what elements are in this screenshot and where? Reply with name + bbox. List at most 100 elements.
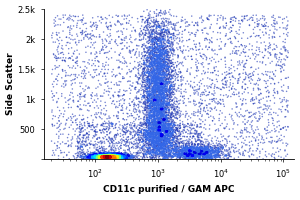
Point bbox=[157, 120, 162, 123]
Point bbox=[100, 155, 104, 158]
Point bbox=[108, 151, 113, 155]
Point bbox=[100, 156, 105, 159]
Point bbox=[92, 154, 97, 158]
Point bbox=[127, 154, 132, 157]
Point bbox=[160, 82, 165, 85]
Point bbox=[159, 50, 164, 54]
Point bbox=[98, 140, 103, 143]
Point bbox=[147, 119, 152, 122]
Point bbox=[107, 157, 112, 160]
Point bbox=[213, 150, 218, 154]
Point bbox=[220, 85, 225, 89]
Point bbox=[147, 121, 152, 124]
Point bbox=[70, 78, 75, 81]
Point bbox=[96, 156, 101, 159]
Point bbox=[159, 34, 164, 38]
Point bbox=[103, 156, 108, 160]
Point bbox=[159, 123, 164, 126]
Point bbox=[150, 142, 155, 145]
Point bbox=[110, 157, 115, 160]
Point bbox=[163, 157, 168, 160]
Point bbox=[157, 143, 162, 147]
Point bbox=[153, 46, 158, 49]
Point bbox=[159, 121, 164, 124]
Point bbox=[167, 70, 172, 73]
Point bbox=[232, 93, 237, 96]
Point bbox=[169, 77, 174, 80]
Point bbox=[148, 110, 153, 113]
Point bbox=[281, 69, 286, 72]
Point bbox=[152, 136, 156, 139]
Point bbox=[102, 155, 107, 158]
Point bbox=[111, 155, 116, 158]
Point bbox=[102, 150, 107, 153]
Point bbox=[111, 156, 116, 159]
Point bbox=[213, 129, 218, 132]
Point bbox=[160, 79, 165, 82]
Point bbox=[212, 100, 217, 103]
Point bbox=[167, 76, 172, 79]
Point bbox=[109, 155, 113, 158]
Point bbox=[155, 136, 160, 140]
Point bbox=[138, 139, 143, 142]
Point bbox=[153, 121, 158, 124]
Point bbox=[103, 155, 108, 158]
Point bbox=[153, 98, 158, 101]
Point bbox=[103, 156, 107, 160]
Point bbox=[152, 71, 156, 74]
Point bbox=[91, 68, 96, 72]
Point bbox=[112, 155, 116, 159]
Point bbox=[157, 127, 161, 131]
Point bbox=[102, 155, 107, 158]
Point bbox=[149, 143, 154, 146]
Point bbox=[101, 157, 106, 160]
Point bbox=[144, 152, 148, 155]
Point bbox=[115, 153, 120, 157]
Point bbox=[167, 80, 171, 83]
Point bbox=[117, 154, 122, 158]
Point bbox=[162, 83, 167, 86]
Point bbox=[98, 157, 103, 160]
Point bbox=[154, 28, 159, 32]
Point bbox=[239, 146, 244, 149]
Point bbox=[144, 78, 149, 81]
Point bbox=[145, 98, 150, 101]
Point bbox=[109, 156, 113, 159]
Point bbox=[159, 123, 164, 126]
Point bbox=[254, 46, 259, 49]
Point bbox=[108, 116, 112, 119]
Point bbox=[111, 156, 116, 160]
Point bbox=[165, 102, 170, 106]
Point bbox=[78, 145, 82, 148]
Point bbox=[154, 20, 159, 23]
Point bbox=[112, 156, 116, 159]
Point bbox=[158, 145, 163, 148]
Point bbox=[161, 28, 166, 31]
Point bbox=[148, 79, 153, 82]
Point bbox=[95, 156, 100, 159]
Point bbox=[110, 153, 114, 156]
Point bbox=[151, 120, 156, 124]
Point bbox=[152, 118, 157, 121]
Point bbox=[121, 136, 126, 139]
Point bbox=[110, 155, 115, 158]
Point bbox=[162, 137, 167, 140]
Point bbox=[148, 62, 153, 65]
Point bbox=[250, 127, 254, 131]
Point bbox=[117, 150, 122, 153]
Point bbox=[162, 42, 167, 45]
Point bbox=[111, 153, 116, 157]
Point bbox=[167, 54, 172, 57]
Point bbox=[170, 147, 175, 150]
Point bbox=[179, 152, 184, 156]
Point bbox=[106, 154, 111, 157]
Point bbox=[92, 156, 96, 159]
Point bbox=[194, 146, 199, 149]
Point bbox=[157, 114, 162, 117]
Point bbox=[146, 29, 151, 32]
Point bbox=[151, 68, 156, 71]
Point bbox=[159, 21, 164, 25]
Point bbox=[103, 155, 107, 159]
Point bbox=[160, 20, 165, 23]
Point bbox=[156, 100, 161, 103]
